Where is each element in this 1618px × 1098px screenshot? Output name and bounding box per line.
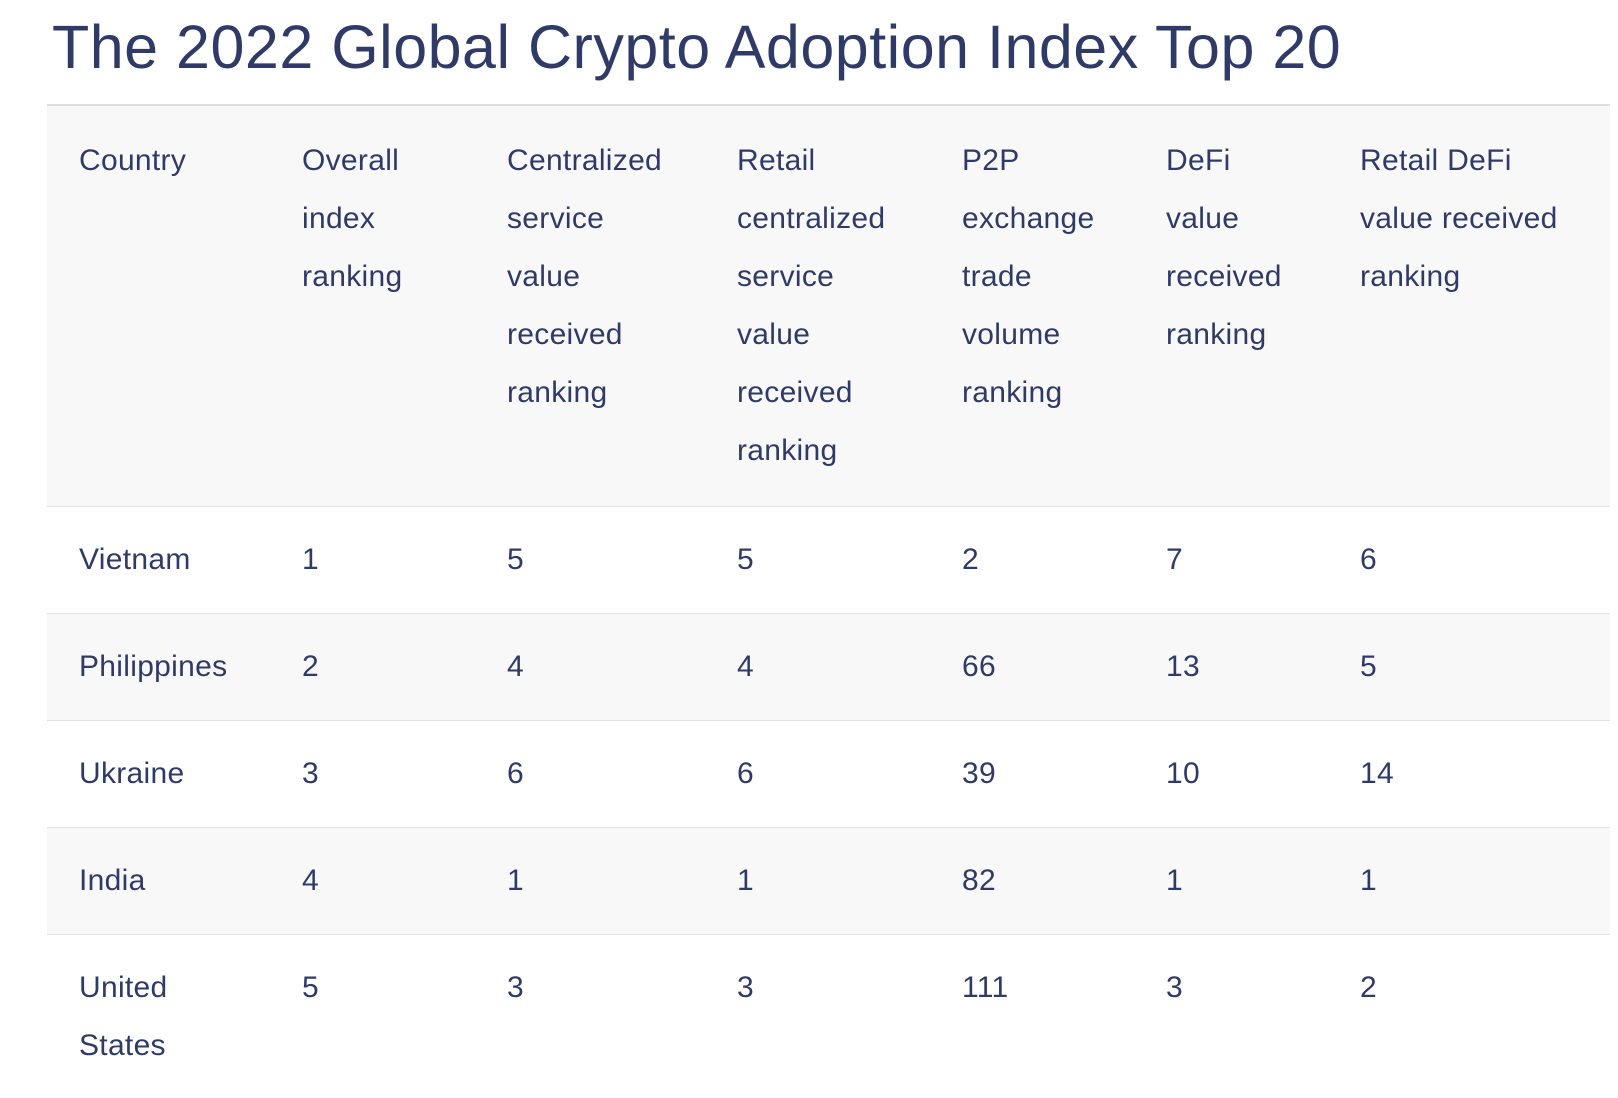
- table-header: Country Overall index ranking Centralize…: [47, 105, 1610, 507]
- header-cell-overall-index-ranking: Overall index ranking: [270, 105, 475, 507]
- table-row-india: India 4 1 1 82 1 1: [47, 827, 1610, 935]
- value-cell: 6: [507, 757, 524, 791]
- value-cell: 5: [737, 543, 754, 577]
- value-cell: 6: [1360, 543, 1377, 577]
- value-cell: 111: [962, 971, 1009, 1005]
- header-cell-country: Country: [47, 105, 270, 507]
- value-cell: 2: [1360, 971, 1377, 1005]
- value-cell: 3: [1166, 971, 1183, 1005]
- value-cell: 4: [302, 864, 319, 898]
- header-cell-defi-value: DeFi value received ranking: [1134, 105, 1328, 507]
- value-cell: 1: [1166, 864, 1183, 898]
- country-cell: Vietnam: [79, 543, 191, 577]
- value-cell: 82: [962, 864, 996, 898]
- value-cell: 5: [507, 543, 524, 577]
- country-cell: Ukraine: [79, 757, 185, 791]
- value-cell: 7: [1166, 543, 1183, 577]
- value-cell: 2: [302, 650, 319, 684]
- value-cell: 2: [962, 543, 979, 577]
- crypto-adoption-table: Country Overall index ranking Centralize…: [47, 104, 1610, 1098]
- country-cell: India: [79, 864, 146, 898]
- table-row-vietnam: Vietnam 1 5 5 2 7 6: [47, 506, 1610, 614]
- value-cell: 3: [302, 757, 319, 791]
- table-row-united-states: United States 5 3 3 111 3 2: [47, 934, 1610, 1098]
- value-cell: 1: [302, 543, 319, 577]
- table-row-ukraine: Ukraine 3 6 6 39 10 14: [47, 720, 1610, 828]
- value-cell: 5: [1360, 650, 1377, 684]
- value-cell: 3: [507, 971, 524, 1005]
- value-cell: 5: [302, 971, 319, 1005]
- page-title: The 2022 Global Crypto Adoption Index To…: [52, 13, 1342, 81]
- header-row: Country Overall index ranking Centralize…: [47, 105, 1610, 507]
- value-cell: 4: [507, 650, 524, 684]
- value-cell: 66: [962, 650, 996, 684]
- table-row-philippines: Philippines 2 4 4 66 13 5: [47, 613, 1610, 721]
- value-cell: 14: [1360, 757, 1394, 791]
- value-cell: 4: [737, 650, 754, 684]
- header-cell-p2p-exchange-volume: P2P exchange trade volume ranking: [930, 105, 1134, 507]
- header-cell-retail-centralized-service-value: Retail centralized service value receive…: [705, 105, 930, 507]
- value-cell: 10: [1166, 757, 1200, 791]
- table-body: Vietnam 1 5 5 2 7 6 Philippines 2 4 4 66…: [47, 506, 1610, 1098]
- value-cell: 1: [507, 864, 524, 898]
- country-cell: United States: [79, 971, 168, 1063]
- value-cell: 13: [1166, 650, 1200, 684]
- header-cell-centralized-service-value: Centralized service value received ranki…: [475, 105, 705, 507]
- value-cell: 1: [1360, 864, 1377, 898]
- value-cell: 39: [962, 757, 996, 791]
- value-cell: 1: [737, 864, 754, 898]
- country-cell: Philippines: [79, 650, 228, 684]
- value-cell: 3: [737, 971, 754, 1005]
- header-cell-retail-defi-value: Retail DeFi value received ranking: [1328, 105, 1610, 507]
- value-cell: 6: [737, 757, 754, 791]
